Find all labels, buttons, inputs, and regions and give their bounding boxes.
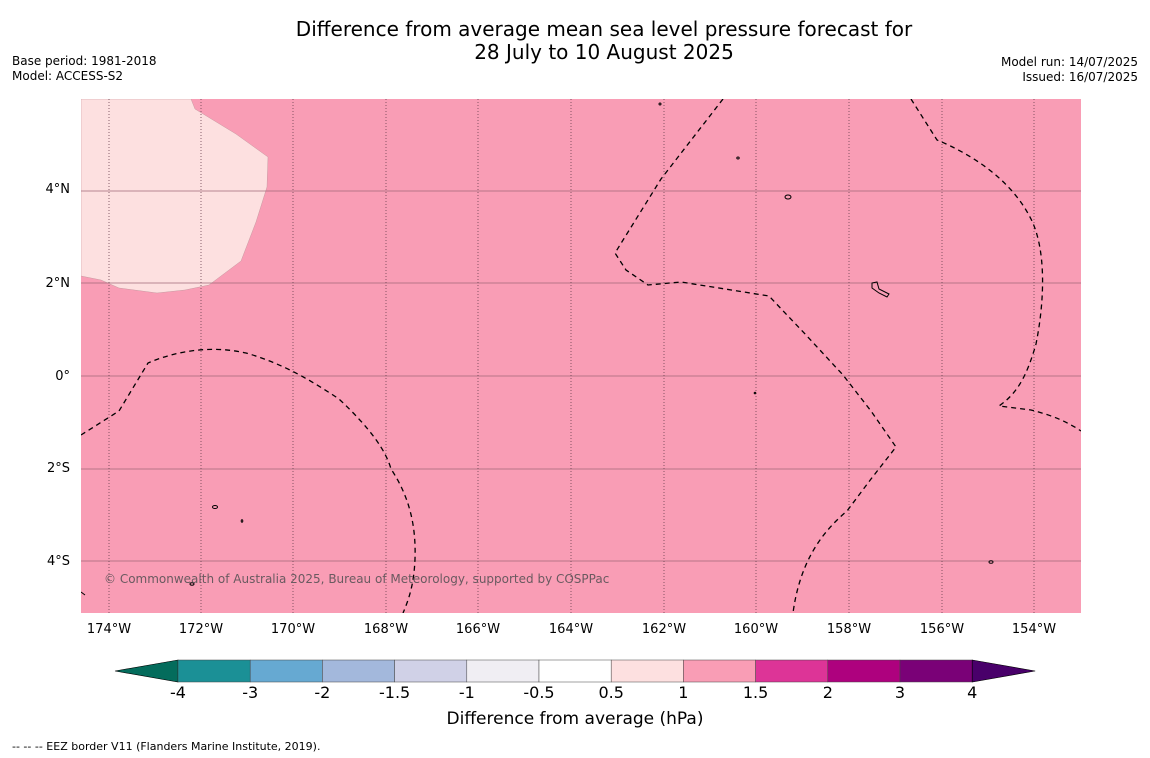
- lon-label-168w: 168°W: [363, 622, 409, 637]
- chart-title: Difference from average mean sea level p…: [0, 18, 1150, 64]
- colorbar-tick-label: -3: [242, 683, 259, 702]
- map-panel: [81, 99, 1081, 613]
- meta-left: Base period: 1981-2018 Model: ACCESS-S2: [12, 54, 157, 84]
- lon-label-164w: 164°W: [548, 622, 594, 637]
- island-christmas: [871, 281, 890, 298]
- model-name: Model: ACCESS-S2: [12, 69, 124, 83]
- colorbar-segment: [755, 659, 829, 683]
- colorbar-segment: [466, 659, 540, 683]
- colorbar-arrow-low: [114, 659, 179, 683]
- eez-border-east: [910, 99, 1081, 432]
- lon-label-162w: 162°W: [641, 622, 687, 637]
- colorbar-segment: [899, 659, 973, 683]
- lat-label-0: 0°: [55, 369, 70, 384]
- colorbar-tick-label: 2: [822, 683, 833, 702]
- eez-border-west: [81, 348, 416, 613]
- lon-label-156w: 156°W: [919, 622, 965, 637]
- colorbar-tick-label: -4: [170, 683, 186, 702]
- base-period: Base period: 1981-2018: [12, 54, 157, 68]
- issued-date: Issued: 16/07/2025: [1022, 70, 1138, 84]
- lon-label-166w: 166°W: [455, 622, 501, 637]
- colorbar-segment: [249, 659, 323, 683]
- colorbar-segment: [538, 659, 612, 683]
- eez-border-central: [614, 99, 897, 613]
- island-6: [189, 582, 195, 586]
- copyright-notice: © Commonwealth of Australia 2025, Bureau…: [104, 572, 610, 586]
- colorbar-segment: [610, 659, 684, 683]
- island-8: [988, 560, 994, 564]
- lat-label-2n: 2°N: [45, 276, 71, 291]
- colorbar-segment: [827, 659, 901, 683]
- colorbar-segments: [114, 659, 1036, 683]
- title-line-2: 28 July to 10 August 2025: [474, 40, 734, 64]
- colorbar-segment: [177, 659, 251, 683]
- lon-label-170w: 170°W: [270, 622, 316, 637]
- colorbar-tick-label: -0.5: [523, 683, 555, 702]
- islands: [81, 102, 994, 596]
- lon-label-172w: 172°W: [178, 622, 224, 637]
- lon-label-154w: 154°W: [1011, 622, 1057, 637]
- island-7: [753, 391, 757, 395]
- eez-footnote: -- -- -- EEZ border V11 (Flanders Marine…: [12, 740, 321, 753]
- island-5: [240, 519, 244, 523]
- island-4: [212, 505, 218, 509]
- colorbar-tick-label: 3: [894, 683, 906, 702]
- colorbar-tick-label: 4: [967, 683, 978, 702]
- colorbar-label: Difference from average (hPa): [446, 709, 704, 729]
- colorbar-tick-label: 0.5: [598, 683, 624, 702]
- colorbar-tick-label: 1.5: [742, 683, 769, 702]
- meta-right: Model run: 14/07/2025 Issued: 16/07/2025: [1001, 55, 1138, 85]
- colorbar-segment: [322, 659, 395, 683]
- lon-label-158w: 158°W: [826, 622, 872, 637]
- lat-gridlines: [81, 190, 1081, 562]
- lon-label-160w: 160°W: [733, 622, 779, 637]
- colorbar-segment: [394, 659, 468, 683]
- model-run: Model run: 14/07/2025: [1000, 55, 1138, 69]
- lat-label-2s: 2°S: [46, 461, 70, 476]
- island-9: [81, 591, 86, 596]
- island-1: [658, 102, 662, 106]
- colorbar-segment: [683, 659, 756, 683]
- colorbar-tick-label: -1.5: [378, 683, 411, 702]
- island-2: [736, 156, 740, 160]
- eez-borders: [81, 99, 1081, 613]
- title-line-1: Difference from average mean sea level p…: [295, 17, 913, 41]
- lat-label-4n: 4°N: [45, 182, 71, 197]
- colorbar-arrow-high: [971, 659, 1036, 683]
- lat-label-4s: 4°S: [46, 554, 70, 569]
- colorbar-tick-label: -2: [314, 683, 331, 702]
- island-3: [784, 194, 792, 200]
- colorbar-tick-label: 1: [678, 683, 689, 702]
- colorbar-tick-label: -1: [458, 683, 475, 702]
- lon-label-174w: 174°W: [86, 622, 132, 637]
- colorbar: [114, 659, 1036, 683]
